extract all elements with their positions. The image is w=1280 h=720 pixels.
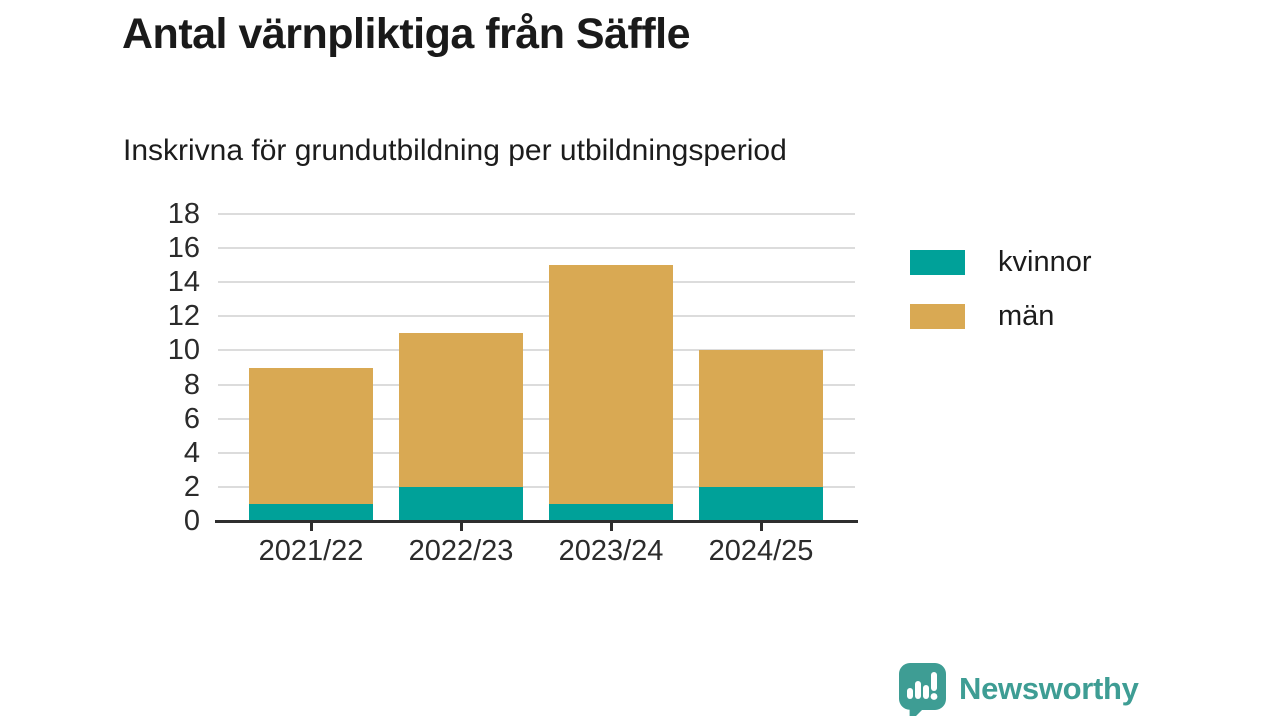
gridline-y14	[218, 281, 855, 284]
y-axis-tick-label: 14	[167, 266, 200, 299]
y-axis-tick-label: 0	[183, 505, 200, 537]
x-axis-tick	[459, 521, 463, 531]
y-axis-tick-label: 2	[183, 470, 200, 503]
x-axis-line	[215, 520, 858, 523]
y-axis-tick-label: 18	[167, 198, 200, 230]
bar-2021-22-män	[249, 367, 373, 504]
gridline-y6	[218, 417, 855, 420]
gridline-y18	[218, 213, 855, 215]
y-axis-tick-label: 6	[183, 402, 200, 435]
y-axis-tick-label: 12	[167, 300, 200, 333]
bar-2022-23-kvinnor	[399, 486, 523, 521]
legend-swatch-kvinnor	[910, 250, 965, 275]
y-axis-tick-label: 10	[167, 334, 200, 367]
newsworthy-logo: Newsworthy	[898, 662, 1139, 720]
newsworthy-wordmark: Newsworthy	[959, 671, 1139, 706]
plot-area: 0 2 4 6 8 10 12 14 16 18 2021/22 2022/23 2023/24 2024…	[168, 199, 858, 567]
bar-2024-25-kvinnor	[699, 486, 823, 521]
x-axis-label: 2021/22	[258, 535, 364, 567]
x-axis-tick	[609, 521, 613, 531]
legend-swatch-män	[910, 304, 965, 329]
chart-title: Antal värnpliktiga från Säffle	[122, 10, 691, 58]
gridline-y2	[218, 485, 855, 488]
gridline-y16	[218, 247, 855, 250]
newsworthy-bubble-icon	[898, 662, 947, 720]
y-axis-tick-label: 4	[183, 436, 200, 469]
bar-2024-25-män	[699, 350, 823, 487]
y-axis-tick-label: 8	[183, 368, 200, 401]
bar-2023-24-kvinnor	[549, 503, 673, 521]
bar-2022-23-män	[399, 333, 523, 487]
x-axis-label: 2024/25	[708, 535, 814, 567]
x-axis-label: 2023/24	[558, 535, 664, 567]
legend-label: kvinnor	[998, 246, 1092, 278]
y-axis-tick-label: 16	[167, 232, 200, 265]
legend-label: män	[998, 300, 1055, 332]
gridline-y12	[218, 315, 855, 318]
gridline-y4	[218, 451, 855, 454]
gridline-y10	[218, 349, 855, 352]
x-axis-label: 2022/23	[408, 535, 514, 567]
gridline-y8	[218, 383, 855, 386]
legend-item-män: män	[910, 300, 1092, 333]
bar-2021-22-kvinnor	[249, 503, 373, 521]
x-axis-tick	[309, 521, 313, 531]
bar-2023-24-män	[549, 265, 673, 504]
legend: kvinnor män	[910, 246, 1092, 333]
chart-subtitle: Inskrivna för grundutbildning per utbild…	[123, 134, 787, 167]
legend-item-kvinnor: kvinnor	[910, 246, 1092, 279]
x-axis-tick	[759, 521, 763, 531]
